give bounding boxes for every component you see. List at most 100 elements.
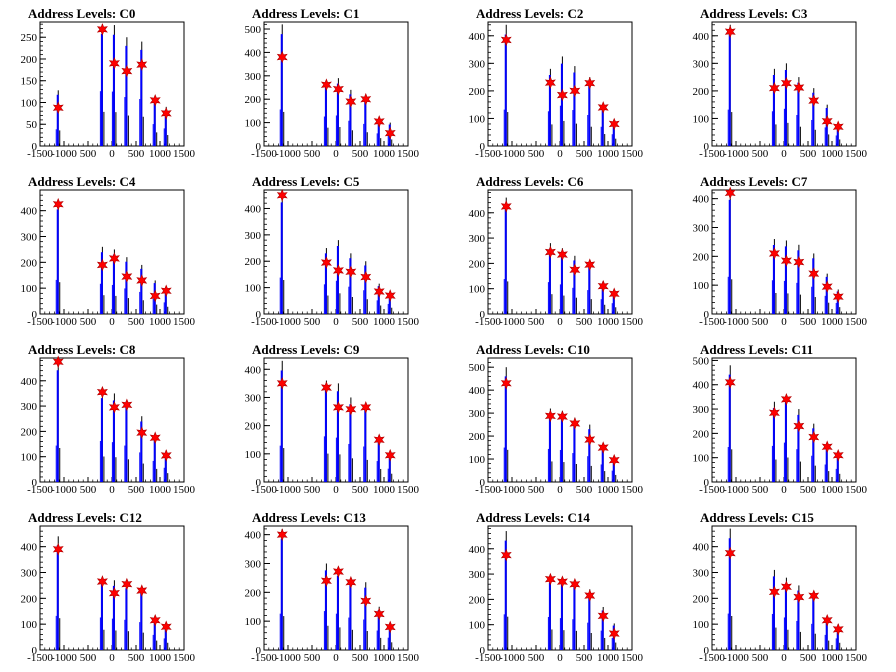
- peak-marker: [808, 267, 820, 280]
- x-tick-label: 500: [80, 652, 97, 664]
- peak-marker: [52, 543, 64, 556]
- peak-marker: [384, 448, 396, 462]
- chart-title: Address Levels: C0: [28, 6, 135, 21]
- chart-panel: Address Levels: C4 0 100 200 300 400 -1500-100…: [21, 174, 196, 328]
- x-tick-label: 0: [557, 148, 563, 160]
- y-tick-label: 200: [21, 257, 38, 269]
- x-tick-label: 0: [781, 316, 787, 328]
- x-tick-label: 1000: [373, 316, 396, 328]
- x-tick-label: 0: [109, 148, 115, 160]
- peak-marker: [597, 279, 609, 293]
- peak-marker: [160, 284, 172, 298]
- y-tick-label: 100: [21, 452, 38, 464]
- peak-marker: [544, 245, 556, 259]
- y-tick-label: 300: [245, 392, 262, 404]
- peak-marker: [121, 398, 133, 412]
- peak-marker: [360, 92, 372, 106]
- chart-panel: Address Levels: C15 0 100 200 300 400 -1500-10…: [693, 510, 868, 664]
- peak-marker: [821, 440, 833, 453]
- x-tick-label: 500: [800, 484, 817, 496]
- peak-marker: [832, 622, 844, 636]
- x-tick-label: -1000: [275, 148, 301, 160]
- chart-panel: Address Levels: C0 0 50 100 150 200 250 -1500-1…: [21, 6, 196, 160]
- chart-title: Address Levels: C11: [700, 342, 813, 357]
- y-tick-label: 300: [21, 568, 38, 580]
- x-tick-label: -1500: [251, 148, 277, 160]
- y-tick-label: 200: [469, 258, 486, 270]
- x-tick-label: 500: [576, 484, 593, 496]
- x-tick-label: -1500: [27, 484, 53, 496]
- peak-marker: [108, 586, 120, 600]
- chart-title: Address Levels: C12: [28, 510, 142, 525]
- y-tick-label: 300: [469, 233, 486, 245]
- x-tick-label: -1000: [275, 652, 301, 664]
- y-tick-label: 0: [32, 477, 38, 489]
- y-tick-label: 100: [469, 454, 486, 466]
- peak-marker: [793, 419, 805, 433]
- y-tick-label: 0: [256, 645, 262, 657]
- peak-marker: [608, 627, 620, 640]
- y-tick-label: 200: [21, 426, 38, 438]
- y-tick-label: 100: [21, 97, 38, 109]
- x-tick-label: -1000: [723, 484, 749, 496]
- chart-title: Address Levels: C9: [252, 342, 360, 357]
- peak-marker: [360, 400, 372, 414]
- x-tick-label: -1500: [27, 148, 53, 160]
- chart-title: Address Levels: C5: [252, 174, 360, 189]
- y-tick-label: 400: [245, 364, 262, 376]
- peak-marker: [780, 580, 792, 593]
- x-tick-label: -1000: [499, 316, 525, 328]
- x-tick-label: -1000: [499, 652, 525, 664]
- x-tick-label: 500: [352, 316, 369, 328]
- peak-marker: [136, 426, 148, 440]
- y-tick-label: 400: [693, 31, 710, 43]
- x-tick-label: 0: [781, 652, 787, 664]
- x-tick-label: -1500: [699, 316, 725, 328]
- y-tick-label: 400: [469, 31, 486, 43]
- x-tick-label: -1500: [251, 316, 277, 328]
- y-tick-label: 200: [693, 86, 710, 98]
- peak-marker: [597, 441, 609, 454]
- y-tick-label: 300: [245, 230, 262, 242]
- peak-marker: [556, 88, 568, 102]
- peak-marker: [584, 589, 596, 602]
- peak-marker: [136, 584, 148, 597]
- chart-panel: Address Levels: C8 0 100 200 300 400 -1500-100…: [21, 342, 196, 496]
- x-tick-label: 500: [352, 484, 369, 496]
- y-tick-label: 100: [245, 118, 262, 130]
- peak-marker: [121, 270, 133, 283]
- peak-marker: [149, 93, 161, 107]
- x-tick-label: 500: [128, 652, 145, 664]
- y-tick-label: 0: [704, 645, 710, 657]
- chart-panel: Address Levels: C3 0 100 200 300 400 -1500-100…: [693, 6, 868, 160]
- peak-marker: [793, 590, 805, 604]
- x-tick-label: 500: [304, 316, 321, 328]
- peak-marker: [608, 117, 620, 131]
- y-tick-label: 0: [256, 477, 262, 489]
- y-tick-label: 400: [245, 47, 262, 59]
- peak-marker: [569, 263, 581, 276]
- y-tick-label: 0: [480, 477, 486, 489]
- chart-panel: Address Levels: C5 0 100 200 300 400 -1500-100…: [245, 174, 420, 328]
- y-tick-label: 200: [693, 428, 710, 440]
- y-tick-label: 300: [21, 232, 38, 244]
- peak-marker: [808, 430, 820, 444]
- peak-marker: [608, 453, 620, 467]
- x-tick-label: 500: [576, 316, 593, 328]
- x-tick-label: 500: [800, 652, 817, 664]
- peak-marker: [276, 189, 288, 202]
- x-tick-label: 1500: [173, 148, 196, 160]
- peak-marker: [332, 82, 344, 96]
- peak-marker: [320, 78, 332, 91]
- chart-panel: Address Levels: C9 0 100 200 300 400 -1500-100…: [245, 342, 420, 496]
- x-tick-label: 1000: [821, 316, 844, 328]
- x-tick-label: 1500: [621, 652, 644, 664]
- x-tick-label: 1500: [845, 148, 868, 160]
- x-tick-label: 0: [557, 316, 563, 328]
- peak-marker: [384, 126, 396, 140]
- peak-marker: [52, 355, 64, 369]
- y-tick-label: 100: [469, 620, 486, 632]
- peak-marker: [724, 375, 736, 389]
- x-tick-label: -1000: [51, 652, 77, 664]
- x-tick-label: 1000: [373, 652, 396, 664]
